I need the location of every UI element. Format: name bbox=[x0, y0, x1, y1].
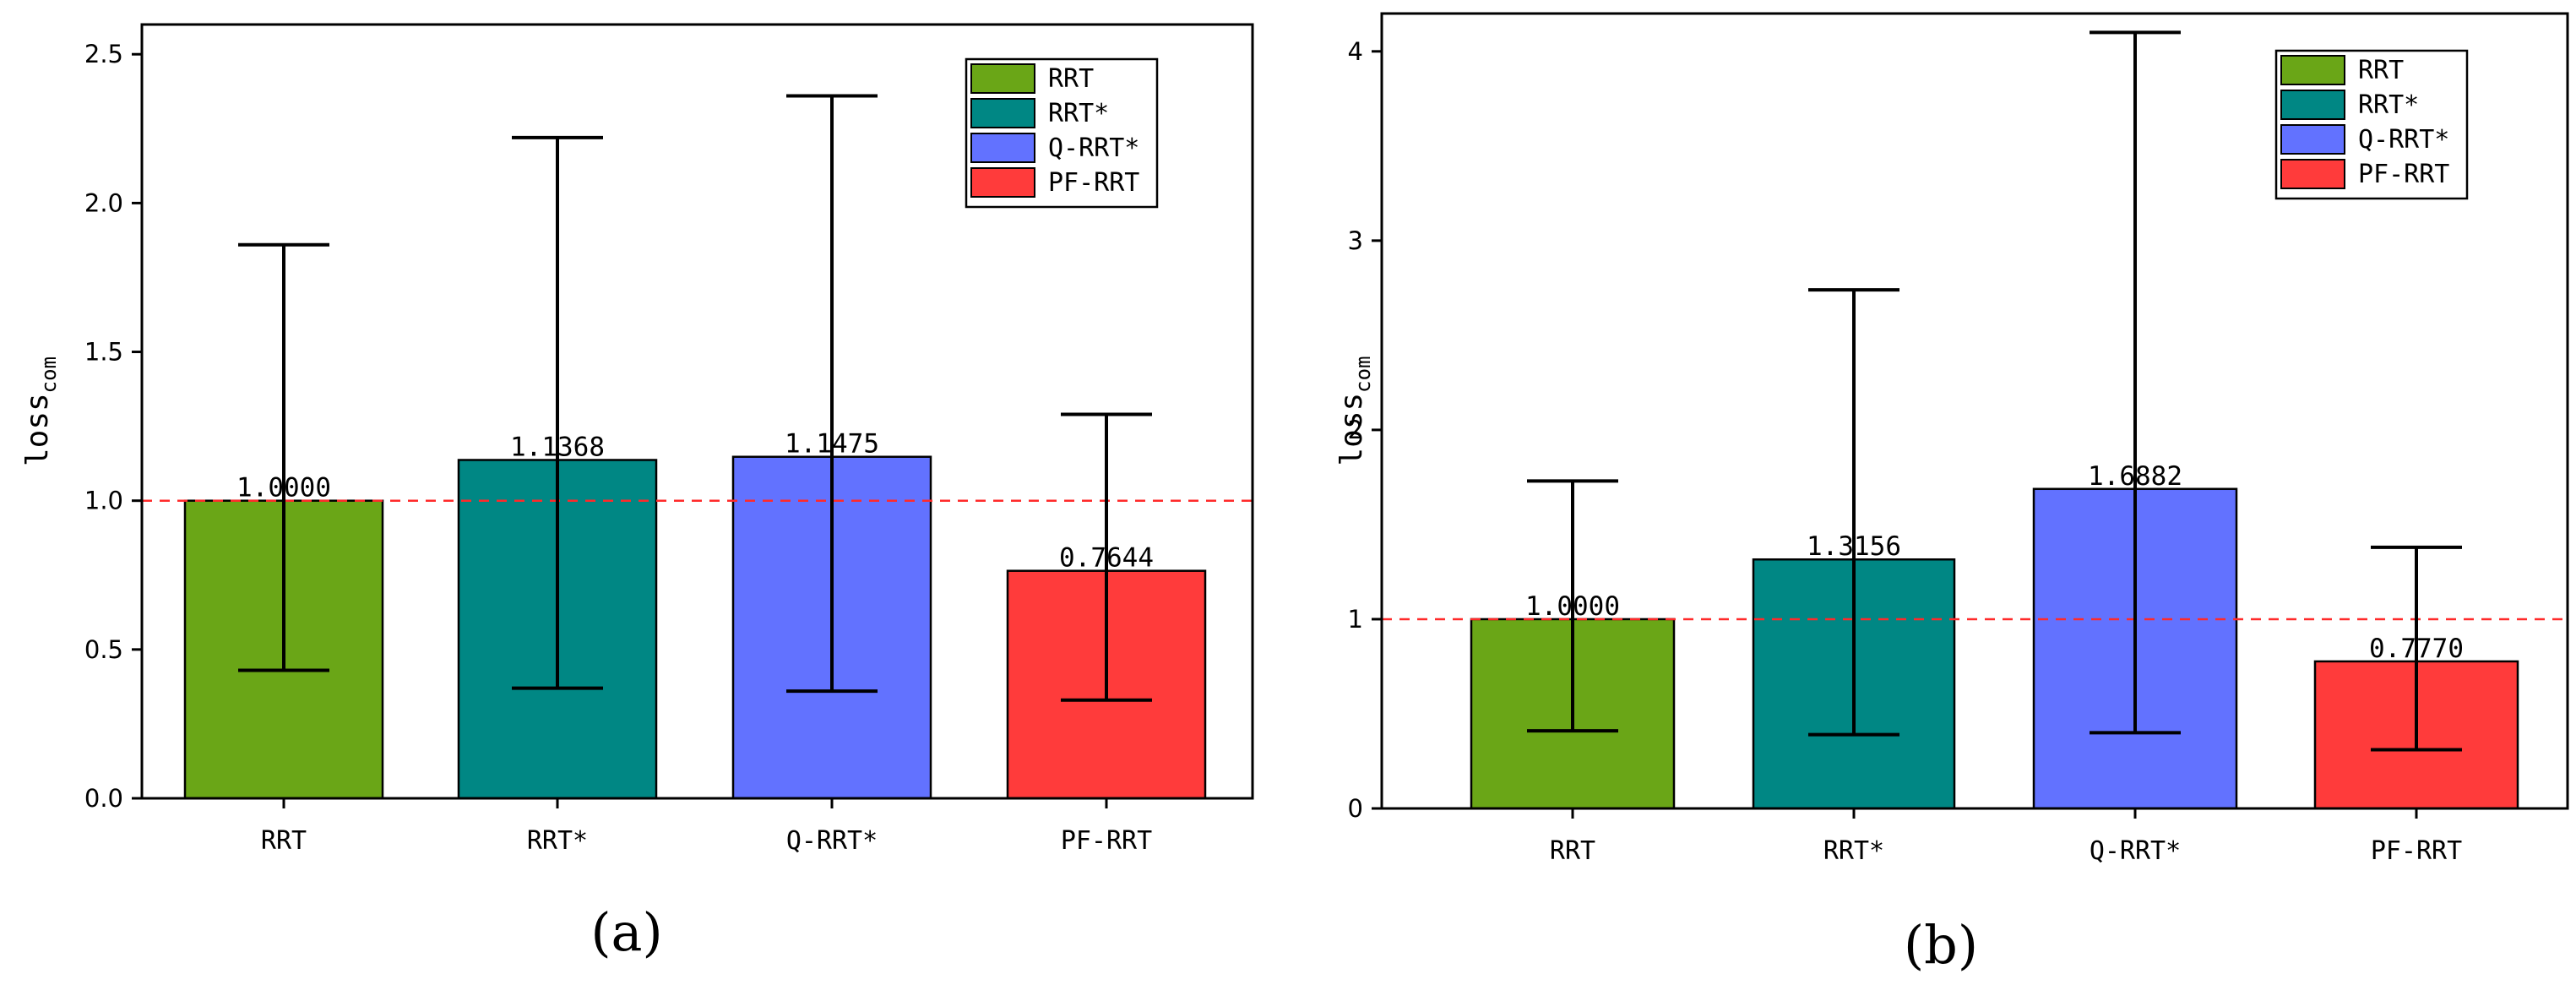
legend-swatch-1 bbox=[2280, 55, 2345, 85]
legend-swatch-1 bbox=[970, 63, 1035, 94]
value-label-4: 0.7644 bbox=[1059, 543, 1154, 574]
y-axis-label-main: loss bbox=[1334, 393, 1369, 466]
legend-label-3: Q-RRT* bbox=[1048, 133, 1139, 163]
y-tick-label-4: 1.5 bbox=[84, 338, 123, 367]
chart-panel-a: 1.0000 1.1368 1.1475 0.7644 0.0 0.5 1.0 1.5 2.0 2… bbox=[20, 23, 1254, 963]
x-tick-label-4: PF-RRT bbox=[2371, 836, 2462, 866]
legend-label-4: PF-RRT bbox=[2358, 160, 2449, 189]
legend-label-3: Q-RRT* bbox=[2358, 125, 2449, 155]
legend-swatch-4 bbox=[2280, 159, 2345, 189]
value-label-1: 1.0000 bbox=[1525, 591, 1620, 622]
value-label-3: 1.1475 bbox=[785, 429, 879, 460]
y-tick-label-4: 3 bbox=[1348, 226, 1363, 255]
y-tick-label-2: 1 bbox=[1348, 605, 1363, 634]
y-axis-label: losscom bbox=[20, 356, 61, 466]
value-label-4: 0.7770 bbox=[2369, 634, 2464, 664]
x-tick-label-1: RRT bbox=[1550, 836, 1595, 866]
legend-swatch-3 bbox=[970, 133, 1035, 163]
legend-swatch-4 bbox=[970, 167, 1035, 198]
legend-swatch-3 bbox=[2280, 124, 2345, 155]
y-axis-label-subscript: com bbox=[1351, 356, 1375, 392]
y-tick-label-3: 1.0 bbox=[84, 487, 123, 515]
panel-label: (b) bbox=[1904, 914, 1978, 976]
y-tick-label-3: 2 bbox=[1348, 416, 1363, 444]
panel-label: (a) bbox=[590, 901, 662, 963]
value-label-2: 1.3156 bbox=[1807, 531, 1901, 562]
x-tick-label-4: PF-RRT bbox=[1061, 826, 1152, 856]
x-tick-label-1: RRT bbox=[261, 826, 307, 856]
x-tick-label-2: RRT* bbox=[527, 826, 588, 856]
y-tick-label-5: 4 bbox=[1348, 37, 1363, 66]
y-axis-label-main: loss bbox=[20, 393, 55, 466]
plot-frame bbox=[1380, 12, 2569, 810]
value-label-3: 1.6882 bbox=[2088, 461, 2182, 492]
chart-panel-b: 1.0000 1.3156 1.6882 0.7770 0 1 2 3 4 RRT RRT* Q-RR… bbox=[1334, 12, 2569, 976]
y-tick-label-6: 2.5 bbox=[84, 40, 123, 68]
y-tick-label-1: 0 bbox=[1348, 794, 1363, 823]
x-tick-label-3: Q-RRT* bbox=[786, 826, 878, 856]
x-tick-label-3: Q-RRT* bbox=[2090, 836, 2181, 866]
y-tick-label-1: 0.0 bbox=[84, 784, 123, 813]
y-axis-label-subscript: com bbox=[37, 356, 61, 393]
legend-label-1: RRT bbox=[2358, 56, 2404, 85]
y-tick-label-2: 0.5 bbox=[84, 635, 123, 664]
value-label-1: 1.0000 bbox=[236, 473, 331, 503]
value-label-2: 1.1368 bbox=[510, 432, 605, 462]
y-axis-label: losscom bbox=[1334, 356, 1375, 465]
y-tick-label-5: 2.0 bbox=[84, 188, 123, 217]
legend-label-4: PF-RRT bbox=[1048, 168, 1139, 198]
legend-label-2: RRT* bbox=[1048, 99, 1109, 128]
legend-label-1: RRT bbox=[1048, 64, 1094, 94]
x-tick-label-2: RRT* bbox=[1823, 836, 1884, 866]
legend-swatch-2 bbox=[970, 98, 1035, 128]
legend-swatch-2 bbox=[2280, 90, 2345, 120]
plot-frame bbox=[140, 23, 1254, 800]
legend-label-2: RRT* bbox=[2358, 90, 2419, 120]
